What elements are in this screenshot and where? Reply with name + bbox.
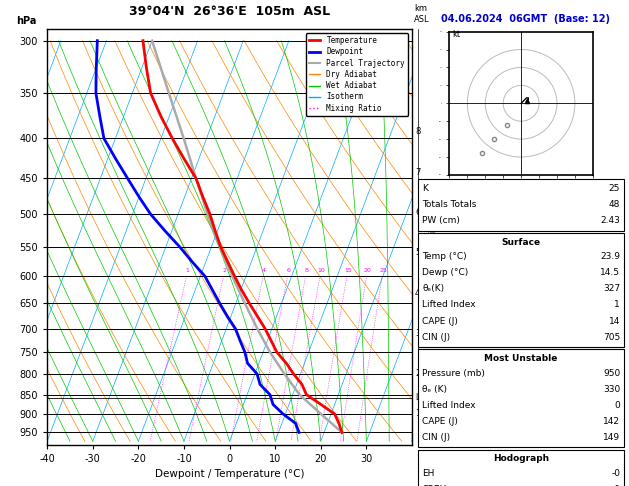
Text: θₑ (K): θₑ (K) bbox=[422, 384, 447, 394]
Text: 04.06.2024  06GMT  (Base: 12): 04.06.2024 06GMT (Base: 12) bbox=[441, 14, 610, 24]
Text: 149: 149 bbox=[603, 433, 620, 442]
Text: 330: 330 bbox=[603, 384, 620, 394]
Text: 25: 25 bbox=[609, 184, 620, 193]
Text: 705: 705 bbox=[603, 332, 620, 342]
Text: Lifted Index: Lifted Index bbox=[422, 400, 476, 410]
Text: 8: 8 bbox=[304, 268, 309, 273]
Text: EH: EH bbox=[422, 469, 435, 478]
Text: 25: 25 bbox=[379, 268, 387, 273]
Text: kt: kt bbox=[452, 30, 460, 39]
X-axis label: Dewpoint / Temperature (°C): Dewpoint / Temperature (°C) bbox=[155, 469, 304, 479]
Text: K: K bbox=[422, 184, 428, 193]
Text: 14: 14 bbox=[609, 316, 620, 326]
Text: hPa: hPa bbox=[16, 16, 36, 26]
Text: Temp (°C): Temp (°C) bbox=[422, 252, 467, 261]
Text: km
ASL: km ASL bbox=[414, 4, 430, 24]
Text: 1: 1 bbox=[186, 268, 190, 273]
Text: 10: 10 bbox=[317, 268, 325, 273]
Text: Lifted Index: Lifted Index bbox=[422, 300, 476, 310]
Text: LCL: LCL bbox=[415, 393, 429, 402]
Text: 5: 5 bbox=[415, 248, 420, 257]
Text: CIN (J): CIN (J) bbox=[422, 332, 450, 342]
Text: 950: 950 bbox=[603, 368, 620, 378]
Legend: Temperature, Dewpoint, Parcel Trajectory, Dry Adiabat, Wet Adiabat, Isotherm, Mi: Temperature, Dewpoint, Parcel Trajectory… bbox=[306, 33, 408, 116]
Text: -0: -0 bbox=[611, 485, 620, 486]
Text: 1: 1 bbox=[615, 300, 620, 310]
Text: -0: -0 bbox=[611, 469, 620, 478]
Text: 23.9: 23.9 bbox=[600, 252, 620, 261]
Text: 48: 48 bbox=[609, 200, 620, 209]
Text: 6: 6 bbox=[287, 268, 291, 273]
Text: Dewp (°C): Dewp (°C) bbox=[422, 268, 469, 278]
Text: PW (cm): PW (cm) bbox=[422, 216, 460, 226]
Text: 39°04'N  26°36'E  105m  ASL: 39°04'N 26°36'E 105m ASL bbox=[129, 5, 330, 18]
Text: Pressure (mb): Pressure (mb) bbox=[422, 368, 485, 378]
Text: 327: 327 bbox=[603, 284, 620, 294]
Text: CIN (J): CIN (J) bbox=[422, 433, 450, 442]
Text: 8: 8 bbox=[415, 127, 420, 136]
Text: 4: 4 bbox=[415, 289, 420, 297]
Text: 20: 20 bbox=[364, 268, 372, 273]
Text: Mixing Ratio (g/kg): Mixing Ratio (g/kg) bbox=[430, 200, 438, 274]
Text: SREH: SREH bbox=[422, 485, 447, 486]
Text: 3: 3 bbox=[415, 329, 420, 338]
Text: 15: 15 bbox=[344, 268, 352, 273]
Text: Hodograph: Hodograph bbox=[493, 454, 549, 463]
Text: 2.43: 2.43 bbox=[600, 216, 620, 226]
Text: 7: 7 bbox=[415, 168, 420, 176]
Text: θₑ(K): θₑ(K) bbox=[422, 284, 444, 294]
Text: 1: 1 bbox=[415, 410, 420, 418]
Text: Totals Totals: Totals Totals bbox=[422, 200, 476, 209]
Text: © weatheronline.co.uk: © weatheronline.co.uk bbox=[477, 471, 565, 480]
Text: Most Unstable: Most Unstable bbox=[484, 354, 558, 363]
Text: 6: 6 bbox=[415, 208, 420, 217]
Text: CAPE (J): CAPE (J) bbox=[422, 417, 458, 426]
Text: 14.5: 14.5 bbox=[600, 268, 620, 278]
Text: 0: 0 bbox=[615, 400, 620, 410]
Text: 142: 142 bbox=[603, 417, 620, 426]
Text: Surface: Surface bbox=[501, 238, 541, 246]
Text: 2: 2 bbox=[223, 268, 226, 273]
Text: 2: 2 bbox=[415, 369, 420, 378]
Text: CAPE (J): CAPE (J) bbox=[422, 316, 458, 326]
Text: 4: 4 bbox=[262, 268, 266, 273]
